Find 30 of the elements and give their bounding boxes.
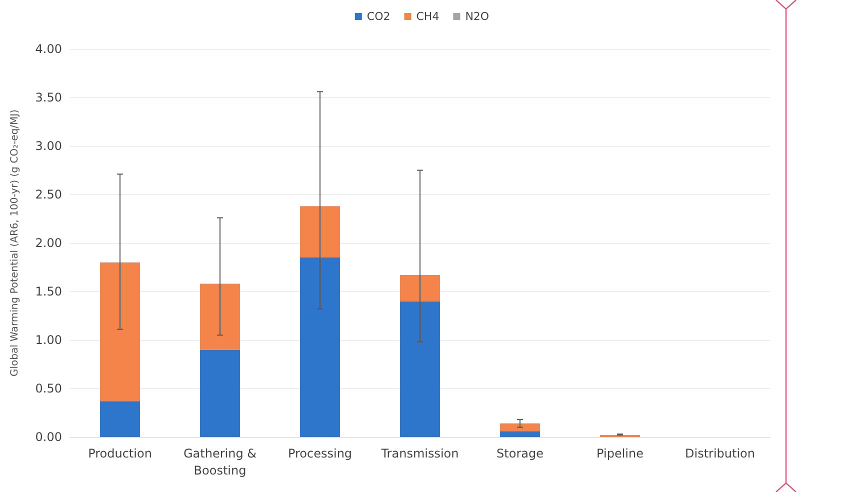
bar [300,206,340,258]
y-tick-label: 0.00 [35,430,62,444]
y-tick-label: 4.00 [35,42,62,56]
x-tick-label: Transmission [380,446,459,460]
x-tick-label: Production [88,446,152,460]
x-tick-label: Processing [288,446,352,460]
y-tick-label: 1.00 [35,333,62,347]
bar [200,284,240,350]
y-tick-label: 2.00 [35,236,62,250]
bar [500,431,540,437]
bar [100,262,140,402]
x-tick-label: Gathering & Boosting [183,446,257,478]
bar [100,401,140,437]
bar [400,275,440,302]
bar [400,301,440,437]
legend-label: CO2 [366,10,390,23]
x-tick-label: Pipeline [596,446,644,460]
bar [200,350,240,437]
y-tick-label: 3.00 [35,139,62,153]
y-axis-title: Global Warming Potential (AR6, 100-yr) (g CO₂-eq/MJ) [10,109,20,377]
y-tick-label: 1.50 [35,284,62,298]
x-tick-label: Distribution [684,446,756,460]
legend-label: CH4 [416,10,440,23]
legend-label: N2O [465,10,490,23]
y-tick-label: 0.50 [35,382,62,396]
y-tick-label: 3.50 [35,90,62,104]
x-tick-label: Storage [496,446,544,460]
y-tick-label: 2.50 [35,188,62,202]
bar [500,423,540,432]
bar [300,258,340,437]
